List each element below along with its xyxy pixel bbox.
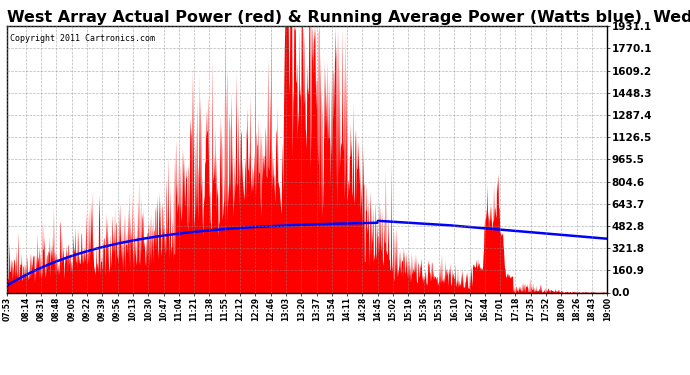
Text: West Array Actual Power (red) & Running Average Power (Watts blue)  Wed Apr 6 19: West Array Actual Power (red) & Running …: [7, 10, 690, 25]
Text: Copyright 2011 Cartronics.com: Copyright 2011 Cartronics.com: [10, 34, 155, 43]
